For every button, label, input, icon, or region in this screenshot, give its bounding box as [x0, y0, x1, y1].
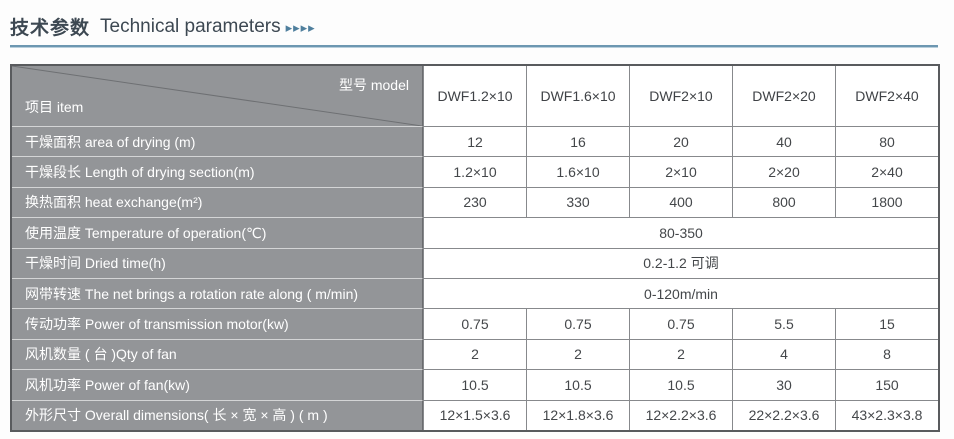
- section-header: 技术参数 Technical parameters ▸▸▸▸: [0, 0, 954, 47]
- diagonal-divider-icon: [12, 66, 422, 126]
- cell-value: 15: [835, 308, 938, 339]
- cell-value: 10.5: [629, 369, 732, 400]
- column-header-model: DWF2×10: [629, 66, 732, 126]
- model-axis-label: 型号 model: [338, 77, 409, 93]
- cell-value: 330: [526, 186, 629, 218]
- cell-value: 12×1.5×3.6: [423, 399, 526, 430]
- cell-value: 2×10: [629, 156, 732, 187]
- page-title: 技术参数 Technical parameters ▸▸▸▸: [10, 13, 938, 40]
- column-header-model: DWF2×40: [835, 66, 938, 126]
- column-header-model: DWF2×20: [732, 66, 835, 126]
- row-label: 干燥面积 area of drying (m): [12, 126, 423, 157]
- title-chinese: 技术参数: [10, 18, 91, 39]
- cell-value: 400: [629, 186, 732, 218]
- cell-value: 10.5: [526, 369, 629, 400]
- technical-parameters-table: 型号 model 项目 item DWF1.2×10 DWF1.6×10 DWF…: [10, 64, 940, 432]
- cell-value: 800: [732, 186, 835, 218]
- cell-value: 16: [526, 126, 629, 157]
- row-label: 风机功率 Power of fan(kw): [12, 369, 423, 400]
- cell-value: 12×1.8×3.6: [526, 399, 629, 430]
- row-label: 传动功率 Power of transmission motor(kw): [12, 308, 423, 339]
- row-label: 风机数量 ( 台 )Qty of fan: [12, 338, 423, 370]
- cell-value: 43×2.3×3.8: [835, 399, 938, 430]
- cell-value: 40: [732, 126, 835, 157]
- corner-header-cell: 型号 model 项目 item: [12, 66, 423, 126]
- title-english: Technical parameters: [100, 15, 281, 37]
- column-header-model: DWF1.6×10: [526, 66, 629, 126]
- cell-value: 2: [629, 338, 732, 370]
- row-label: 干燥时间 Dried time(h): [12, 247, 423, 278]
- cell-value: 2×20: [732, 156, 835, 187]
- row-label: 使用温度 Temperature of operation(℃): [12, 217, 423, 248]
- cell-value: 150: [835, 369, 938, 400]
- row-label: 换热面积 heat exchange(m²): [12, 186, 423, 218]
- cell-value-span: 80-350: [423, 217, 938, 248]
- cell-value-span: 0.2-1.2 可调: [423, 247, 938, 278]
- row-label: 网带转速 The net brings a rotation rate alon…: [12, 277, 423, 309]
- cell-value: 2: [423, 338, 526, 370]
- item-axis-label: 项目 item: [25, 99, 84, 115]
- cell-value: 1.2×10: [423, 156, 526, 187]
- cell-value-span: 0-120m/min: [423, 277, 938, 309]
- cell-value: 12×2.2×3.6: [629, 399, 732, 430]
- cell-value: 22×2.2×3.6: [732, 399, 835, 430]
- cell-value: 1.6×10: [526, 156, 629, 187]
- cell-value: 8: [835, 338, 938, 370]
- cell-value: 0.75: [629, 308, 732, 339]
- cell-value: 80: [835, 126, 938, 157]
- row-label: 干燥段长 Length of drying section(m): [12, 156, 423, 187]
- cell-value: 10.5: [423, 369, 526, 400]
- cell-value: 230: [423, 186, 526, 218]
- row-label: 外形尺寸 Overall dimensions( 长 × 宽 × 高 ) ( m…: [12, 399, 423, 430]
- cell-value: 1800: [835, 186, 938, 218]
- cell-value: 2×40: [835, 156, 938, 187]
- cell-value: 12: [423, 126, 526, 157]
- cell-value: 30: [732, 369, 835, 400]
- cell-value: 0.75: [423, 308, 526, 339]
- cell-value: 0.75: [526, 308, 629, 339]
- cell-value: 20: [629, 126, 732, 157]
- cell-value: 4: [732, 338, 835, 370]
- column-header-model: DWF1.2×10: [423, 66, 526, 126]
- cell-value: 5.5: [732, 308, 835, 339]
- title-underline: [10, 45, 938, 47]
- cell-value: 2: [526, 338, 629, 370]
- forward-arrows-icon: ▸▸▸▸: [285, 20, 316, 36]
